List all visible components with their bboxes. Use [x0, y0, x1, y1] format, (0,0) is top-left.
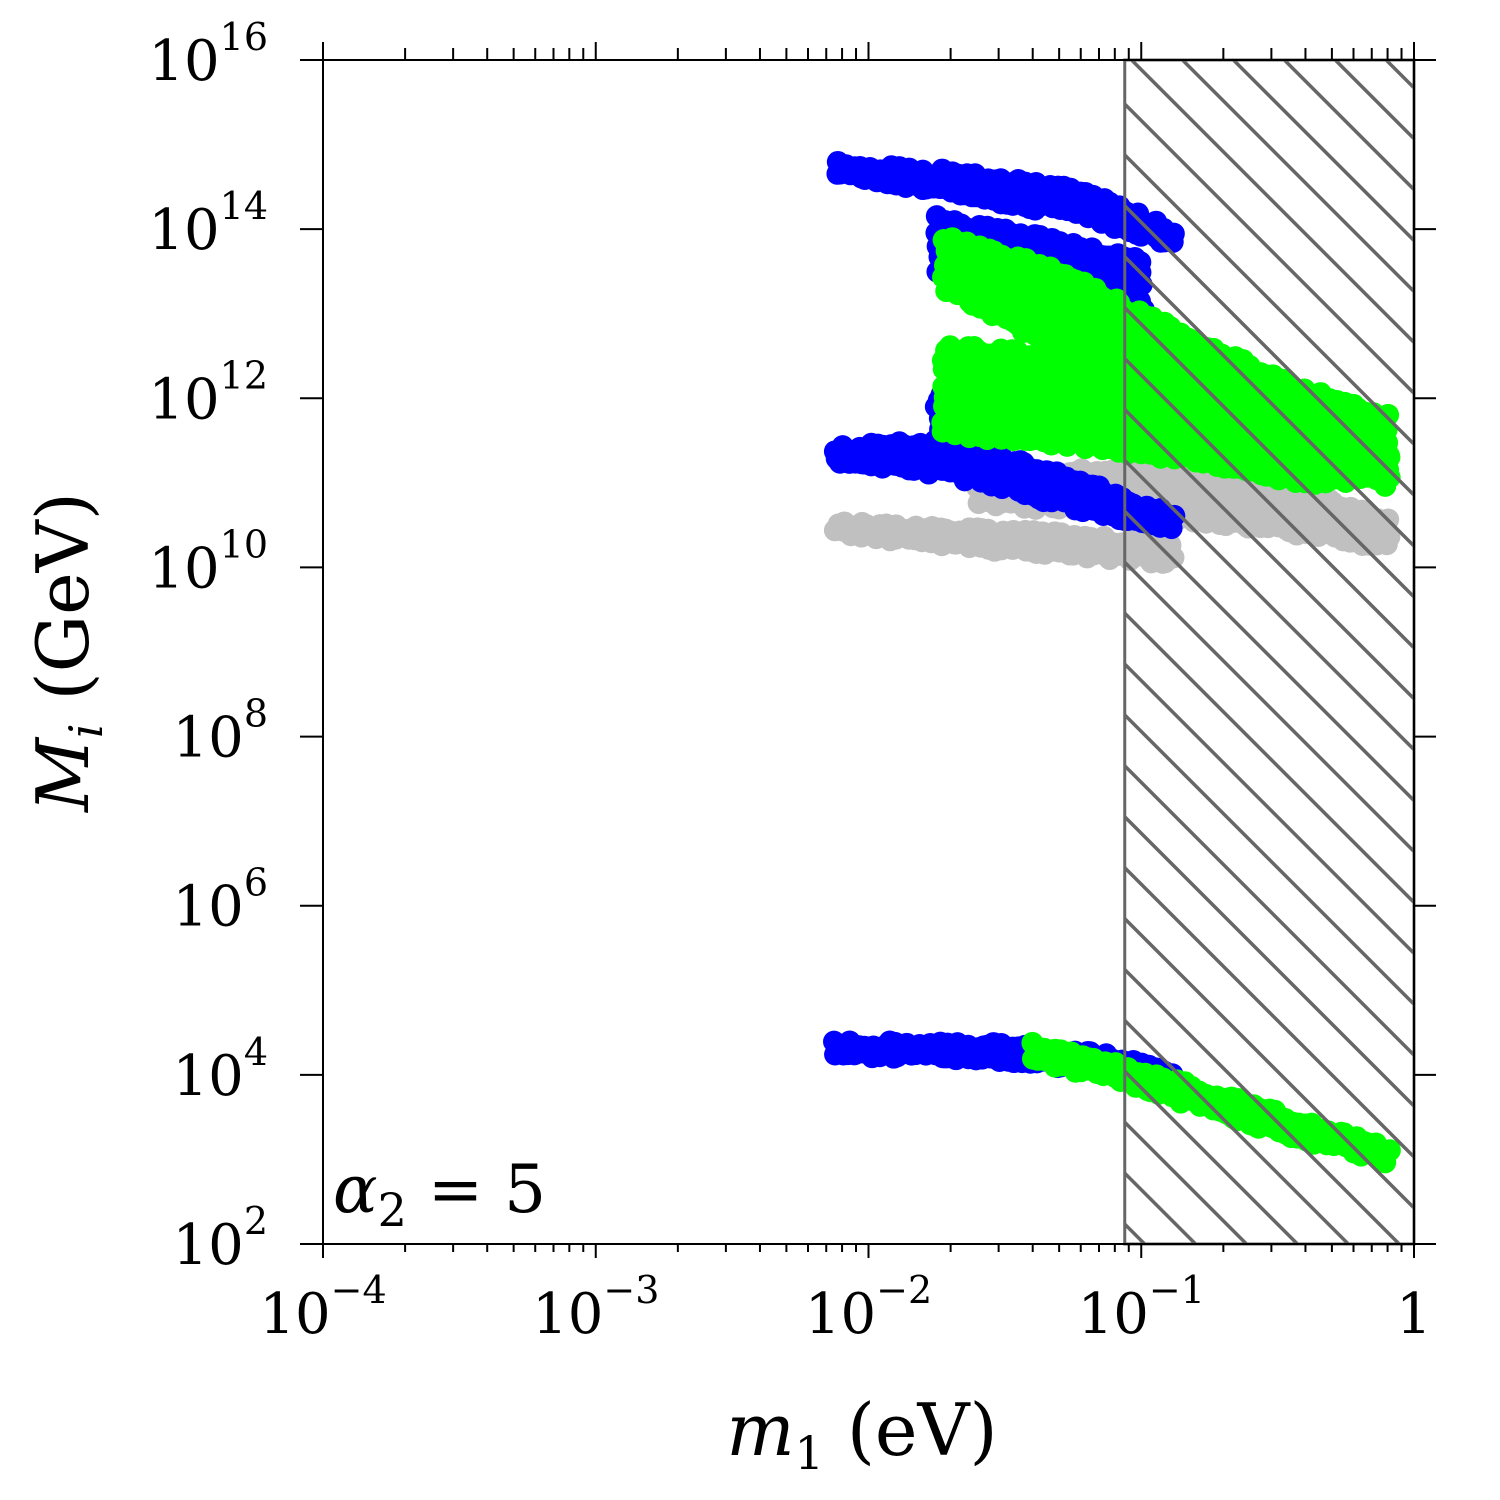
tick-marks	[300, 42, 1436, 1258]
x-tick-label: 10−4	[259, 1268, 386, 1347]
x-tick-label: 10−1	[1078, 1268, 1205, 1347]
x-axis-unit: (eV)	[847, 1388, 998, 1472]
x-tick-label: 1	[1396, 1282, 1432, 1347]
alpha-value: = 5	[407, 1151, 546, 1228]
alpha-sub: 2	[378, 1183, 407, 1237]
alpha-var: α	[333, 1151, 378, 1228]
y-axis-title: Mi (GeV)	[21, 492, 113, 814]
x-tick-label: 10−3	[532, 1268, 659, 1347]
alpha-annotation: α2 = 5	[333, 1151, 546, 1237]
x-axis-title: m1 (eV)	[726, 1388, 997, 1480]
y-axis-var: M	[21, 736, 105, 814]
y-tick-label: 106	[173, 861, 268, 940]
x-tick-label: 10−2	[805, 1268, 932, 1347]
x-axis-var: m	[726, 1388, 794, 1472]
tick-labels: 10−4 10−3 10−2 10−1 1 102 104 106 108 1010 1012 101…	[148, 15, 1431, 1347]
y-tick-label: 104	[173, 1030, 268, 1109]
y-axis-unit: (GeV)	[21, 492, 105, 700]
excluded-region	[1123, 58, 1416, 1246]
y-tick-label: 102	[173, 1199, 268, 1278]
y-tick-label: 1010	[148, 522, 268, 601]
y-tick-label: 108	[173, 692, 268, 771]
x-axis-sub: 1	[795, 1426, 824, 1480]
y-tick-label: 1016	[148, 15, 268, 94]
y-axis-sub: i	[59, 723, 113, 738]
y-tick-label: 1014	[148, 184, 268, 263]
y-tick-label: 1012	[148, 353, 268, 432]
